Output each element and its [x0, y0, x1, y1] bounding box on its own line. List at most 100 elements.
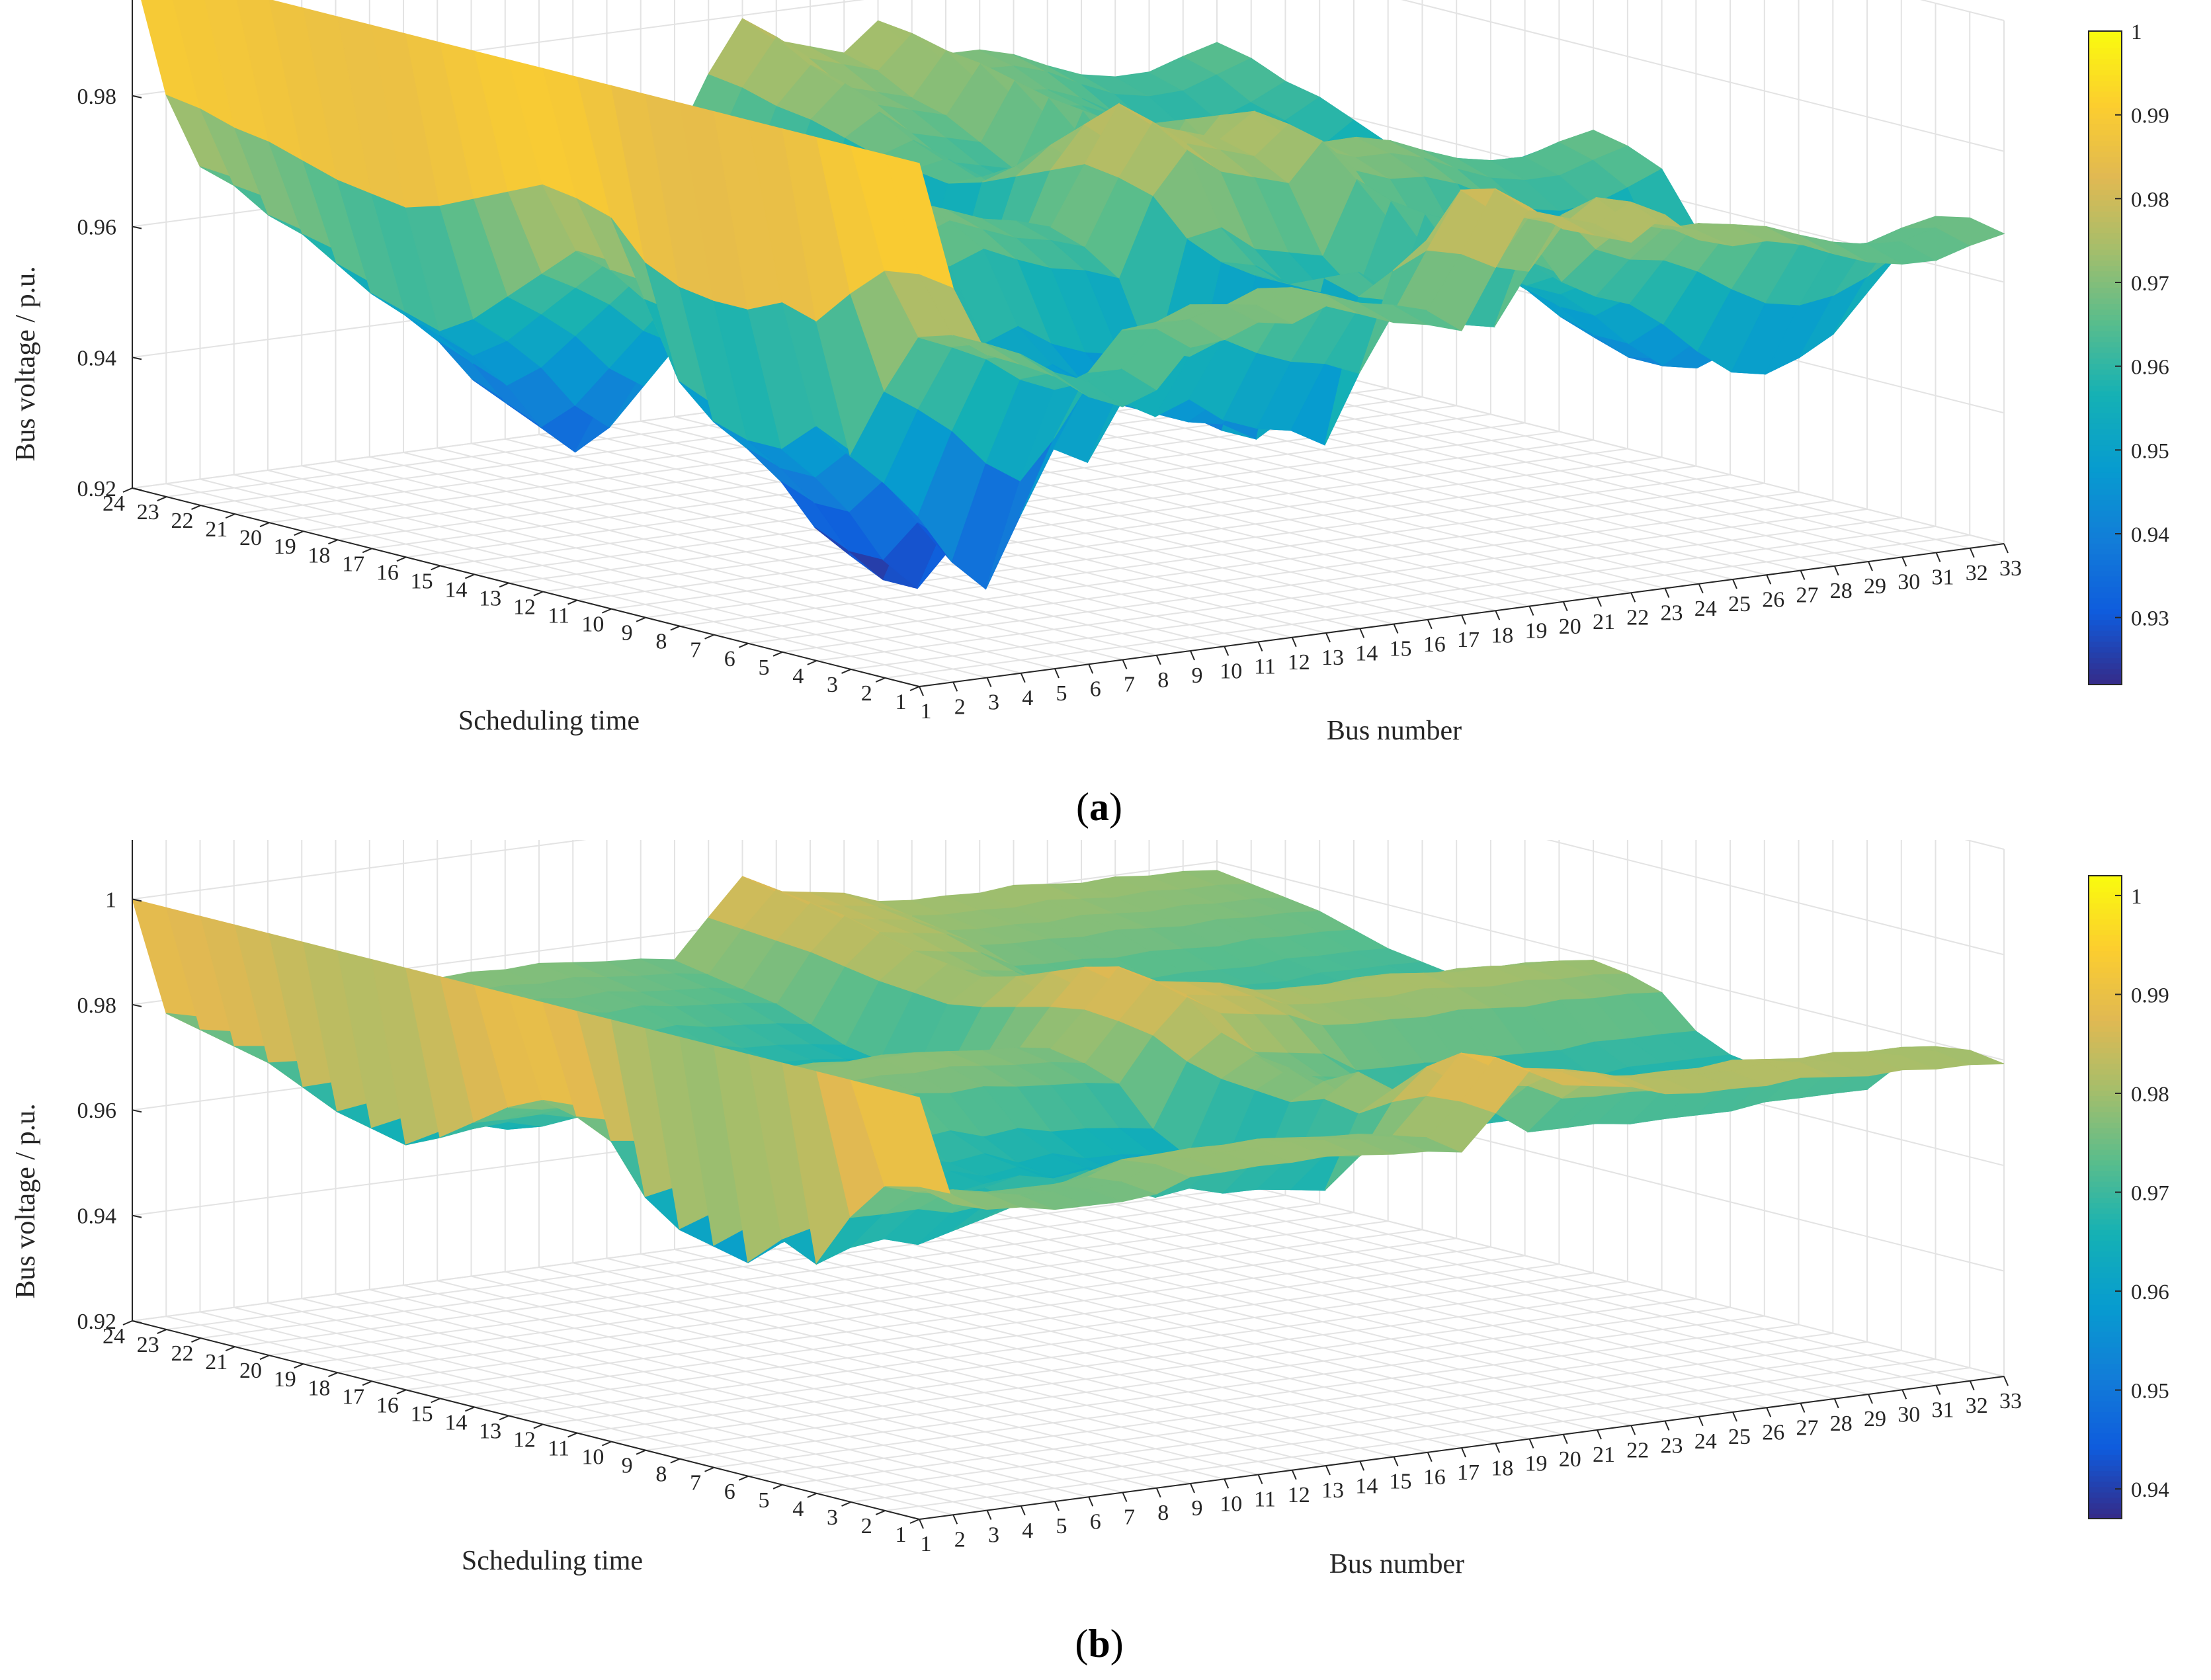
panel-b-floor-grid-line — [810, 1231, 1598, 1431]
panel-a-x-tick-label: 15 — [1390, 637, 1412, 661]
panel-b-x-tick-label: 29 — [1864, 1407, 1886, 1431]
panel-a-floor-grid-line — [200, 478, 987, 679]
panel-b-colorbar-segment — [2089, 1320, 2122, 1327]
panel-b-floor-grid-line — [1183, 1181, 1970, 1382]
panel-b-colorbar-segment — [2089, 1443, 2122, 1450]
panel-b-colorbar-segment — [2089, 1068, 2122, 1075]
panel-b-x-tick-label: 11 — [1254, 1488, 1276, 1512]
panel-b-x-tick — [1528, 1439, 1534, 1449]
panel-b-xlabel: Bus number — [1329, 1549, 1464, 1579]
panel-a-x-tick — [1054, 668, 1060, 679]
panel-b-colorbar-segment — [2089, 1191, 2122, 1198]
panel-b-colorbar-segment — [2089, 1234, 2122, 1241]
panel-b-x-tick — [1597, 1429, 1602, 1440]
panel-a-y-tick — [704, 634, 714, 640]
panel-b-y-tick-label: 14 — [444, 1410, 467, 1435]
panel-b-x-tick-label: 16 — [1423, 1465, 1446, 1490]
panel-b-colorbar-segment — [2089, 1406, 2122, 1412]
panel-a-x-tick — [1122, 659, 1128, 669]
panel-a-colorbar-segment — [2089, 657, 2122, 664]
panel-b-colorbar-segment — [2089, 1224, 2122, 1230]
panel-b-floor-grid-line — [369, 1288, 1157, 1489]
panel-a-surface-patch — [1935, 217, 2005, 246]
panel-b-colorbar-tick-label: 0.98 — [2131, 1083, 2169, 1107]
panel-b-floor-grid-line — [335, 1293, 1123, 1493]
panel-b-colorbar-segment — [2089, 1030, 2122, 1037]
panel-b-colorbar-segment — [2089, 1298, 2122, 1305]
panel-a-colorbar-segment — [2089, 417, 2122, 424]
panel-a-colorbar-segment — [2089, 189, 2122, 195]
panel-b-colorbar-segment — [2089, 1315, 2122, 1322]
panel-a-x-tick-label: 22 — [1626, 605, 1649, 630]
panel-a-colorbar-segment — [2089, 303, 2122, 310]
panel-b-floor-grid-line — [782, 1341, 1868, 1486]
panel-b-colorbar-segment — [2089, 1352, 2122, 1359]
panel-b-floor-grid-line — [645, 1306, 1731, 1451]
panel-a-colorbar-segment — [2089, 613, 2122, 620]
panel-b-x-tick — [1122, 1492, 1128, 1502]
panel-b-y-tick — [772, 1484, 783, 1490]
panel-b-y-tick — [191, 1337, 201, 1343]
panel-b-colorbar-segment — [2089, 1476, 2122, 1482]
panel-b-floor-grid-line — [405, 1246, 1491, 1391]
panel-b-y-tick — [294, 1363, 304, 1369]
panel-b-x-tick — [1664, 1421, 1670, 1431]
panel-a-colorbar-segment — [2089, 85, 2122, 92]
panel-a-colorbar-segment — [2089, 286, 2122, 294]
panel-a-floor-grid-line — [782, 508, 1868, 653]
panel-a-y-tick-label: 6 — [724, 647, 735, 671]
panel-a-colorbar-segment — [2089, 478, 2122, 484]
panel-a-z-tick-label: 0.96 — [77, 216, 117, 240]
panel-b-colorbar-segment — [2089, 1073, 2122, 1080]
panel-b-colorbar-segment — [2089, 1084, 2122, 1091]
panel-b-colorbar-segment — [2089, 1358, 2122, 1365]
panel-b-colorbar-segment — [2089, 1251, 2122, 1257]
panel-a-y-tick — [294, 530, 304, 536]
panel-b-colorbar-segment — [2089, 1272, 2122, 1279]
panel-a-y-tick-label: 1 — [896, 690, 907, 714]
panel-b-colorbar-segment — [2089, 929, 2122, 936]
panel-b-colorbar-segment — [2089, 1422, 2122, 1429]
panel-a-colorbar-segment — [2089, 554, 2122, 560]
panel-b-colorbar-segment — [2089, 1004, 2122, 1011]
panel-b-colorbar-segment — [2089, 1245, 2122, 1251]
panel-a-x-tick — [1020, 673, 1026, 683]
panel-b-x-tick-label: 21 — [1593, 1443, 1615, 1467]
panel-a-colorbar-segment — [2089, 134, 2122, 141]
panel-a-y-tick-label: 15 — [411, 569, 433, 593]
panel-a-floor-grid-line — [335, 460, 1123, 661]
panel-b-x-tick-label: 27 — [1796, 1416, 1819, 1441]
panel-b-x-tick-label: 20 — [1559, 1447, 1581, 1472]
panel-a-colorbar-segment — [2089, 429, 2122, 435]
panel-b-floor-grid-line — [1081, 1195, 1869, 1395]
panel-b-floor-grid-line — [337, 1229, 1423, 1374]
panel-a-colorbar-segment — [2089, 673, 2122, 680]
panel-a-y-tick — [738, 642, 749, 648]
panel-a-y-tick — [841, 668, 851, 674]
panel-b-floor-grid-line — [538, 1267, 1327, 1466]
panel-b-x-tick-label: 17 — [1457, 1460, 1480, 1485]
panel-b-floor-grid-line — [302, 1298, 1089, 1498]
panel-b-colorbar-segment — [2089, 961, 2122, 968]
panel-a-x-tick — [1901, 556, 1907, 567]
panel-a-colorbar-segment — [2089, 635, 2122, 642]
panel-b-colorbar-segment — [2089, 1229, 2122, 1236]
panel-b-ylabel: Scheduling time — [462, 1546, 643, 1576]
panel-a-x-tick-label: 3 — [988, 691, 999, 715]
panel-a-y-tick — [328, 539, 338, 545]
panel-a-colorbar-segment — [2089, 472, 2122, 479]
panel-a-colorbar-segment — [2089, 597, 2122, 604]
panel-a-colorbar-segment — [2089, 151, 2122, 157]
panel-b-floor-grid-line — [200, 1311, 987, 1511]
panel-b-colorbar-segment — [2089, 1213, 2122, 1220]
panel-a-y-tick — [636, 616, 646, 622]
panel-b-y-tick-label: 8 — [655, 1462, 667, 1487]
panel-b-y-axis-line — [132, 1320, 920, 1520]
panel-b-floor-grid-line — [708, 1244, 1496, 1445]
panel-b-colorbar-segment — [2089, 897, 2122, 903]
panel-a-x-tick-label: 23 — [1661, 601, 1683, 626]
panel-a-colorbar-segment — [2089, 646, 2122, 653]
panel-b-colorbar-segment — [2089, 983, 2122, 989]
panel-b-x-tick-label: 5 — [1056, 1514, 1067, 1538]
panel-b-y-tick — [396, 1389, 407, 1395]
